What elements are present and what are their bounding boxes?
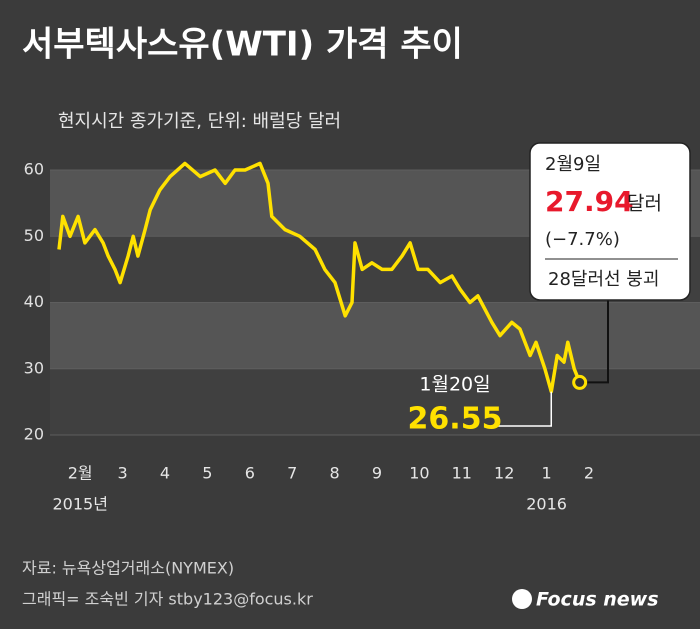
y-tick-label: 40 (24, 292, 44, 311)
x-tick-label: 5 (202, 464, 212, 483)
annotation-date: 1월20일 (419, 374, 490, 396)
logo: Focus news (536, 589, 659, 611)
logo-icon (512, 589, 532, 609)
callout-date: 2월9일 (545, 154, 601, 175)
annotation-value: 26.55 (408, 402, 503, 437)
y-tick-label: 50 (24, 226, 44, 245)
x-tick-label: 9 (372, 464, 382, 483)
x-tick-label: 2 (584, 464, 594, 483)
credit: 그래픽= 조숙빈 기자 stby123@focus.kr (22, 590, 313, 609)
callout-unit: 달러 (627, 193, 662, 215)
y-tick-label: 60 (24, 160, 44, 179)
x-tick-label: 10 (409, 464, 429, 483)
callout-connector (579, 300, 609, 384)
x-tick-label: 1 (542, 464, 552, 483)
callout-box (529, 142, 691, 301)
x-tick-label: 11 (452, 464, 472, 483)
year-label: 2016 (526, 495, 567, 514)
callout-note: 28달러선 붕괴 (548, 269, 659, 290)
callout-change: (−7.7%) (545, 229, 620, 250)
year-label: 2015년 (52, 495, 107, 514)
band (50, 368, 700, 435)
x-tick-label: 12 (494, 464, 514, 483)
x-tick-label: 8 (330, 464, 340, 483)
callout-value: 27.94 (545, 185, 634, 218)
chart-title: 서부텍사스유(WTI) 가격 추이 (22, 25, 463, 65)
band (50, 302, 700, 369)
x-tick-label: 2월 (68, 464, 93, 483)
subtitle: 현지시간 종가기준, 단위: 배럴당 달러 (58, 111, 341, 132)
y-tick-label: 20 (24, 425, 44, 444)
source: 자료: 뉴욕상업거래소(NYMEX) (22, 559, 234, 578)
y-tick-label: 30 (24, 358, 44, 377)
x-tick-label: 6 (245, 464, 255, 483)
last-point (572, 374, 588, 390)
leader-line (497, 391, 553, 427)
x-tick-label: 3 (118, 464, 128, 483)
plot (57, 161, 609, 427)
x-tick-label: 7 (287, 464, 297, 483)
price-line (57, 161, 582, 394)
x-tick-label: 4 (160, 464, 170, 483)
